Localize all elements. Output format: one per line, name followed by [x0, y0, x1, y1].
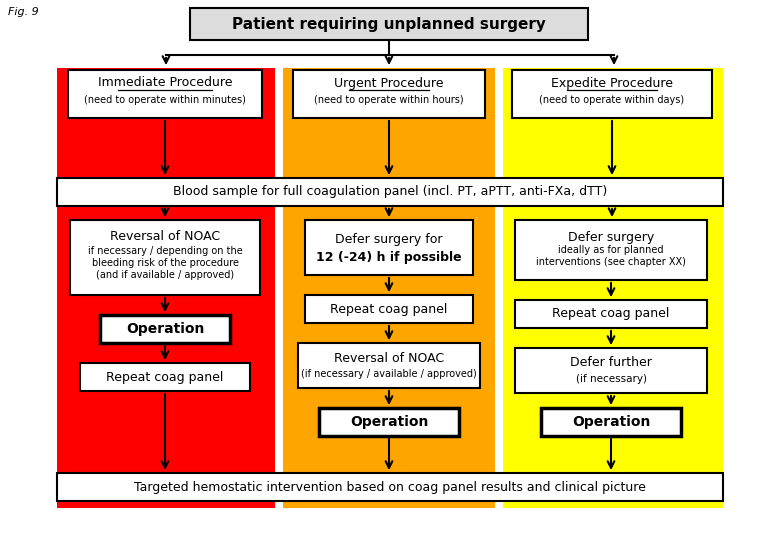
- Text: (if necessary / available / approved): (if necessary / available / approved): [301, 369, 477, 379]
- Text: Targeted hemostatic intervention based on coag panel results and clinical pictur: Targeted hemostatic intervention based o…: [134, 481, 646, 494]
- Bar: [100, 315, 230, 343]
- Bar: [305, 220, 473, 275]
- Bar: [319, 408, 459, 436]
- Text: Operation: Operation: [349, 415, 428, 429]
- Text: ideally as for planned
interventions (see chapter XX): ideally as for planned interventions (se…: [536, 245, 686, 267]
- Bar: [305, 295, 473, 323]
- Bar: [541, 408, 681, 436]
- Bar: [515, 300, 707, 328]
- Text: Repeat coag panel: Repeat coag panel: [106, 370, 224, 383]
- Text: Expedite Procedure: Expedite Procedure: [551, 77, 673, 90]
- Text: Repeat coag panel: Repeat coag panel: [552, 307, 670, 321]
- Bar: [515, 220, 707, 280]
- Text: Repeat coag panel: Repeat coag panel: [330, 302, 448, 315]
- Text: (if necessary): (if necessary): [576, 374, 647, 384]
- Text: Blood sample for full coagulation panel (incl. PT, aPTT, anti-FXa, dTT): Blood sample for full coagulation panel …: [173, 186, 607, 199]
- Text: Defer surgery for: Defer surgery for: [335, 233, 443, 246]
- Bar: [283, 68, 495, 508]
- Text: Operation: Operation: [126, 322, 204, 336]
- Text: 12 (-24) h if possible: 12 (-24) h if possible: [316, 252, 462, 265]
- Bar: [70, 220, 260, 295]
- Bar: [68, 70, 262, 118]
- Text: Patient requiring unplanned surgery: Patient requiring unplanned surgery: [232, 17, 546, 31]
- Bar: [57, 473, 723, 501]
- Text: Immediate Procedure: Immediate Procedure: [98, 77, 232, 90]
- Text: if necessary / depending on the
bleeding risk of the procedure
(and if available: if necessary / depending on the bleeding…: [87, 246, 243, 280]
- Text: Defer further: Defer further: [570, 356, 652, 369]
- Bar: [57, 178, 723, 206]
- Bar: [190, 8, 588, 40]
- Bar: [293, 70, 485, 118]
- Bar: [57, 68, 275, 508]
- Text: Operation: Operation: [572, 415, 651, 429]
- Text: (need to operate within days): (need to operate within days): [540, 95, 685, 105]
- Bar: [503, 68, 723, 508]
- Text: Reversal of NOAC: Reversal of NOAC: [110, 230, 220, 242]
- Text: Urgent Procedure: Urgent Procedure: [335, 77, 444, 90]
- Bar: [80, 363, 250, 391]
- Text: (need to operate within hours): (need to operate within hours): [314, 95, 464, 105]
- Text: Fig. 9: Fig. 9: [8, 7, 39, 17]
- Bar: [298, 343, 480, 388]
- Text: (need to operate within minutes): (need to operate within minutes): [84, 95, 246, 105]
- Text: Defer surgery: Defer surgery: [568, 231, 654, 244]
- Bar: [512, 70, 712, 118]
- Bar: [515, 348, 707, 393]
- Text: Reversal of NOAC: Reversal of NOAC: [334, 352, 444, 365]
